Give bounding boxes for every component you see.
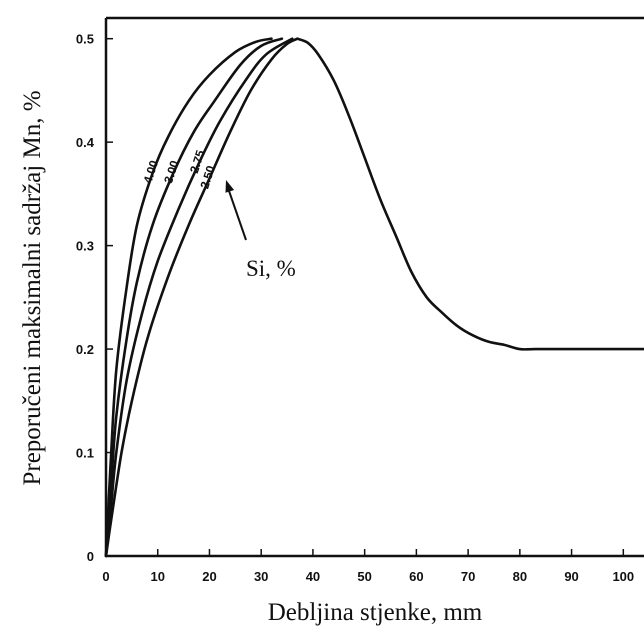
series-label: 2.75 [187, 148, 208, 175]
y-tick-label: 0.2 [76, 342, 94, 357]
y-tick-label: 0.3 [76, 239, 94, 254]
y-axis-ticks: 0 0.1 0.2 0.3 0.4 0.5 [76, 32, 113, 564]
series-line-4-00 [104, 37, 273, 558]
y-tick-label: 0.1 [76, 446, 94, 461]
series-label: 2.50 [197, 164, 218, 191]
x-tick-label: 80 [513, 569, 527, 584]
annotation-arrowhead [225, 180, 235, 193]
x-tick-label: 20 [202, 569, 216, 584]
series-label: 3.00 [161, 158, 182, 185]
annotation-group: Si, % [225, 180, 296, 281]
series-line-common [296, 37, 644, 351]
series-line-3-00 [104, 37, 284, 558]
x-axis-label: Debljina stjenke, mm [268, 599, 483, 626]
x-tick-label: 40 [306, 569, 320, 584]
x-tick-label: 70 [461, 569, 475, 584]
series-lines [104, 37, 644, 558]
annotation-arrow [227, 187, 247, 241]
series-labels: 4.00 3.00 2.752.50 [140, 148, 218, 190]
x-tick-label: 30 [254, 569, 268, 584]
x-tick-label: 100 [612, 569, 634, 584]
plot-frame [104, 16, 644, 558]
x-tick-label: 0 [102, 569, 109, 584]
y-tick-label: 0.4 [76, 135, 95, 150]
series-line-2-50 [104, 37, 299, 558]
y-tick-label: 0 [87, 549, 94, 564]
series-label: 4.00 [140, 158, 161, 185]
x-tick-label: 10 [150, 569, 164, 584]
x-tick-label: 90 [564, 569, 578, 584]
x-tick-label: 50 [357, 569, 371, 584]
y-tick-label: 0.5 [76, 32, 94, 47]
annotation-text: Si, % [246, 256, 296, 281]
x-tick-label: 60 [409, 569, 423, 584]
y-axis-label: Preporučeni maksimalni sadržaj Mn, % [19, 90, 46, 485]
series-line-2-75 [104, 37, 294, 558]
x-axis-ticks: 0 10 20 30 40 50 60 70 80 90 100 [102, 549, 634, 584]
